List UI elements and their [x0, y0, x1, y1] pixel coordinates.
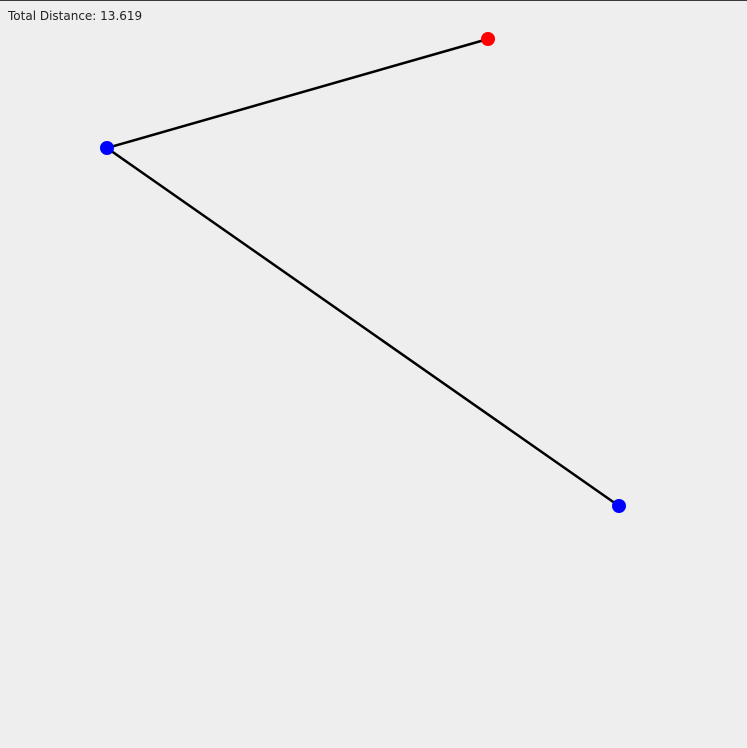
start-point-marker[interactable] [481, 32, 495, 46]
route-point-marker[interactable] [100, 141, 114, 155]
route-segment [105, 146, 621, 508]
total-distance-label: Total Distance: 13.619 [8, 9, 143, 23]
route-segment [105, 37, 490, 150]
route-point-marker[interactable] [612, 499, 626, 513]
